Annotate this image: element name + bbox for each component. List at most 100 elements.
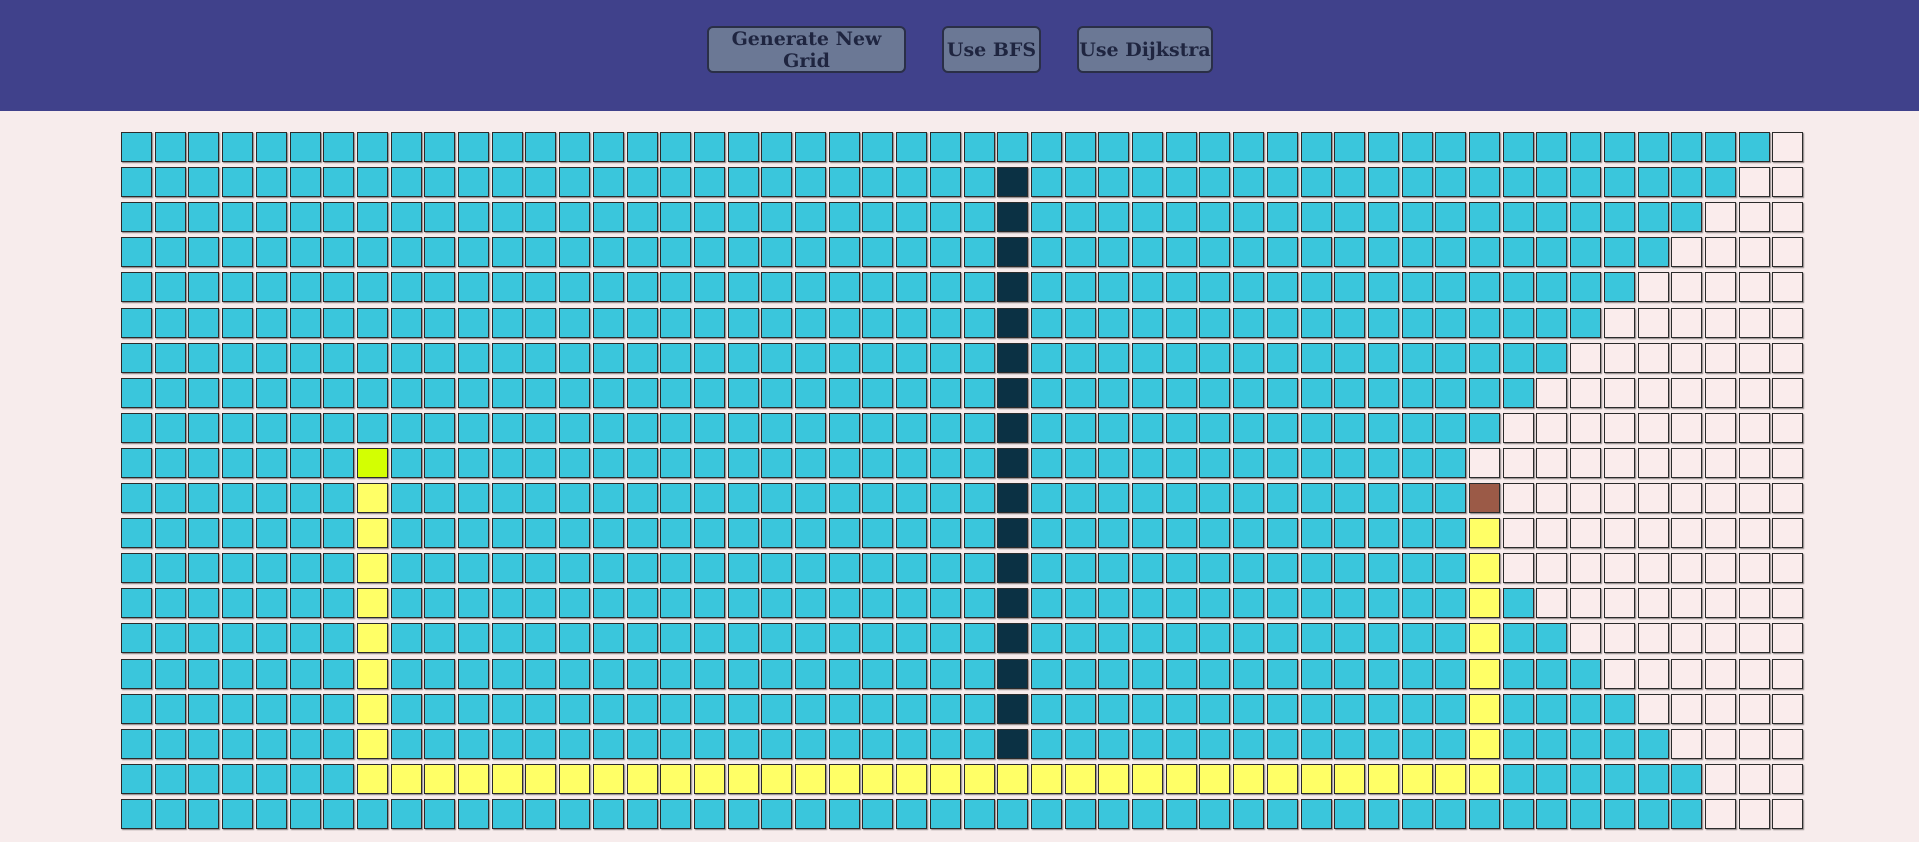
grid-cell[interactable] [1705, 448, 1736, 478]
visited-cell[interactable] [1334, 237, 1365, 267]
visited-cell[interactable] [188, 623, 219, 653]
grid-cell[interactable] [1604, 483, 1635, 513]
visited-cell[interactable] [964, 413, 995, 443]
visited-cell[interactable] [1503, 799, 1534, 829]
visited-cell[interactable] [1301, 202, 1332, 232]
visited-cell[interactable] [728, 378, 759, 408]
visited-cell[interactable] [458, 308, 489, 338]
visited-cell[interactable] [627, 413, 658, 443]
wall-cell[interactable] [997, 623, 1028, 653]
visited-cell[interactable] [1233, 483, 1264, 513]
grid-cell[interactable] [1536, 588, 1567, 618]
visited-cell[interactable] [391, 694, 422, 724]
visited-cell[interactable] [795, 729, 826, 759]
visited-cell[interactable] [559, 623, 590, 653]
path-cell[interactable] [761, 764, 792, 794]
visited-cell[interactable] [1098, 483, 1129, 513]
visited-cell[interactable] [1435, 623, 1466, 653]
visited-cell[interactable] [188, 518, 219, 548]
visited-cell[interactable] [761, 202, 792, 232]
visited-cell[interactable] [188, 378, 219, 408]
visited-cell[interactable] [222, 553, 253, 583]
visited-cell[interactable] [1469, 308, 1500, 338]
visited-cell[interactable] [290, 483, 321, 513]
visited-cell[interactable] [424, 729, 455, 759]
grid-cell[interactable] [1705, 308, 1736, 338]
visited-cell[interactable] [1233, 448, 1264, 478]
visited-cell[interactable] [559, 132, 590, 162]
visited-cell[interactable] [694, 694, 725, 724]
visited-cell[interactable] [559, 553, 590, 583]
visited-cell[interactable] [1166, 729, 1197, 759]
grid-cell[interactable] [1671, 343, 1702, 373]
visited-cell[interactable] [290, 167, 321, 197]
visited-cell[interactable] [964, 343, 995, 373]
visited-cell[interactable] [1031, 623, 1062, 653]
grid-cell[interactable] [1638, 623, 1669, 653]
visited-cell[interactable] [323, 729, 354, 759]
visited-cell[interactable] [1132, 588, 1163, 618]
visited-cell[interactable] [424, 553, 455, 583]
visited-cell[interactable] [391, 588, 422, 618]
visited-cell[interactable] [1267, 799, 1298, 829]
visited-cell[interactable] [1199, 729, 1230, 759]
visited-cell[interactable] [121, 799, 152, 829]
visited-cell[interactable] [593, 623, 624, 653]
visited-cell[interactable] [1402, 483, 1433, 513]
grid-cell[interactable] [1604, 588, 1635, 618]
visited-cell[interactable] [1301, 132, 1332, 162]
visited-cell[interactable] [1301, 553, 1332, 583]
visited-cell[interactable] [930, 132, 961, 162]
visited-cell[interactable] [155, 729, 186, 759]
visited-cell[interactable] [155, 378, 186, 408]
visited-cell[interactable] [896, 167, 927, 197]
visited-cell[interactable] [525, 308, 556, 338]
visited-cell[interactable] [424, 799, 455, 829]
visited-cell[interactable] [1435, 202, 1466, 232]
visited-cell[interactable] [188, 237, 219, 267]
visited-cell[interactable] [761, 308, 792, 338]
grid-cell[interactable] [1638, 343, 1669, 373]
visited-cell[interactable] [1166, 553, 1197, 583]
grid-cell[interactable] [1570, 553, 1601, 583]
visited-cell[interactable] [525, 378, 556, 408]
visited-cell[interactable] [728, 413, 759, 443]
visited-cell[interactable] [559, 237, 590, 267]
visited-cell[interactable] [964, 694, 995, 724]
path-cell[interactable] [1469, 729, 1500, 759]
grid-cell[interactable] [1705, 588, 1736, 618]
visited-cell[interactable] [728, 729, 759, 759]
grid-cell[interactable] [1671, 553, 1702, 583]
visited-cell[interactable] [290, 378, 321, 408]
visited-cell[interactable] [694, 623, 725, 653]
visited-cell[interactable] [121, 378, 152, 408]
visited-cell[interactable] [1604, 764, 1635, 794]
visited-cell[interactable] [1233, 413, 1264, 443]
visited-cell[interactable] [829, 413, 860, 443]
path-cell[interactable] [694, 764, 725, 794]
visited-cell[interactable] [1267, 588, 1298, 618]
visited-cell[interactable] [1233, 132, 1264, 162]
visited-cell[interactable] [964, 167, 995, 197]
visited-cell[interactable] [323, 588, 354, 618]
grid-cell[interactable] [1705, 343, 1736, 373]
visited-cell[interactable] [1031, 588, 1062, 618]
grid-cell[interactable] [1705, 729, 1736, 759]
visited-cell[interactable] [256, 343, 287, 373]
visited-cell[interactable] [627, 378, 658, 408]
visited-cell[interactable] [323, 659, 354, 689]
visited-cell[interactable] [1031, 448, 1062, 478]
grid-cell[interactable] [1536, 518, 1567, 548]
visited-cell[interactable] [930, 308, 961, 338]
visited-cell[interactable] [222, 378, 253, 408]
visited-cell[interactable] [896, 659, 927, 689]
visited-cell[interactable] [1065, 237, 1096, 267]
visited-cell[interactable] [290, 518, 321, 548]
visited-cell[interactable] [256, 694, 287, 724]
visited-cell[interactable] [492, 202, 523, 232]
grid-cell[interactable] [1739, 237, 1770, 267]
visited-cell[interactable] [256, 799, 287, 829]
path-cell[interactable] [1334, 764, 1365, 794]
grid-cell[interactable] [1739, 202, 1770, 232]
end-node[interactable] [1469, 483, 1500, 513]
